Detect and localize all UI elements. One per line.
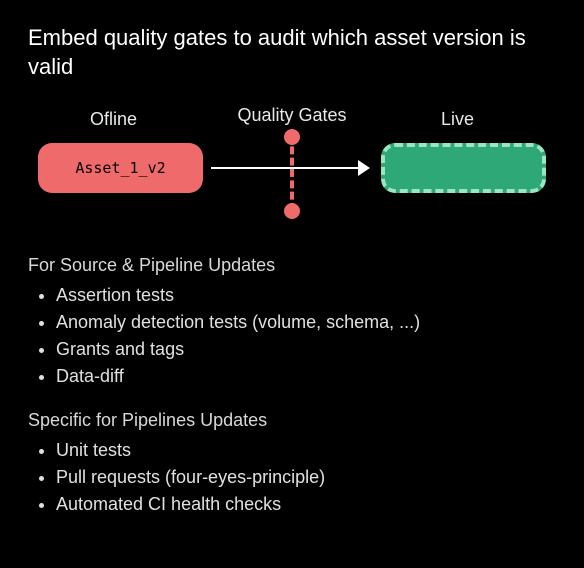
gate-dot-bottom <box>284 203 300 219</box>
live-label: Live <box>441 109 474 130</box>
gates-label: Quality Gates <box>237 105 346 126</box>
list-item: Automated CI health checks <box>56 491 556 518</box>
list-item: Data-diff <box>56 363 556 390</box>
list-item: Assertion tests <box>56 282 556 309</box>
section-heading-pipelines: Specific for Pipelines Updates <box>28 410 556 431</box>
section-heading-source: For Source & Pipeline Updates <box>28 255 556 276</box>
arrow-head-icon <box>358 160 370 176</box>
quality-gates-diagram: Ofline Quality Gates Live Asset_1_v2 <box>28 105 556 235</box>
list-item: Pull requests (four-eyes-principle) <box>56 464 556 491</box>
pipelines-specific-list: Unit tests Pull requests (four-eyes-prin… <box>28 437 556 518</box>
list-item: Grants and tags <box>56 336 556 363</box>
gate-divider-line <box>290 135 294 211</box>
offline-label: Ofline <box>90 109 137 130</box>
asset-box: Asset_1_v2 <box>38 143 203 193</box>
list-item: Unit tests <box>56 437 556 464</box>
gate-dot-top <box>284 129 300 145</box>
asset-box-text: Asset_1_v2 <box>75 159 165 177</box>
arrow-line <box>211 167 363 169</box>
live-box <box>381 143 546 193</box>
list-item: Anomaly detection tests (volume, schema,… <box>56 309 556 336</box>
page-title: Embed quality gates to audit which asset… <box>28 24 556 81</box>
source-pipeline-list: Assertion tests Anomaly detection tests … <box>28 282 556 390</box>
